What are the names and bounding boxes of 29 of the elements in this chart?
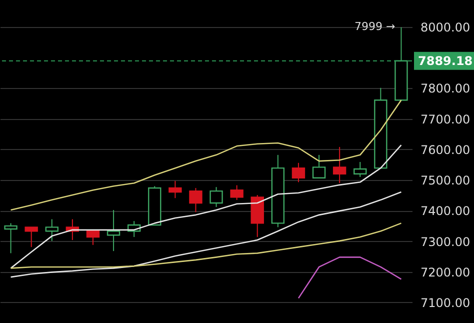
candlestick <box>24 226 38 248</box>
y-tick-label: 7400.00 <box>420 204 470 218</box>
y-tick-label: 7200.00 <box>420 265 470 280</box>
line-series <box>10 99 402 211</box>
ref-line-label: 7889.18 <box>418 54 473 68</box>
y-tick-label: 7800.00 <box>420 82 470 96</box>
annotation: 7999 → <box>354 20 396 33</box>
candlestick <box>210 186 223 208</box>
y-tick-label: 7100.00 <box>420 296 470 310</box>
candlestick <box>168 180 182 199</box>
candlestick <box>45 218 58 242</box>
y-tick-label: 7700.00 <box>420 112 470 126</box>
y-tick-label: 7600.00 <box>420 142 470 157</box>
candlestick <box>189 187 202 213</box>
candlestick <box>230 184 244 200</box>
line-series <box>10 144 402 269</box>
candlestick <box>4 222 18 254</box>
line-series <box>10 191 402 278</box>
candlestick <box>312 154 326 178</box>
y-tick-label: 7300.00 <box>420 234 470 249</box>
candlestick <box>106 210 120 252</box>
y-tick-label: 8000.00 <box>420 20 470 34</box>
candlestick <box>86 230 100 246</box>
candlestick <box>354 161 367 178</box>
line-series <box>10 222 402 269</box>
candlestick <box>332 146 346 184</box>
y-tick-label: 7500.00 <box>420 174 470 188</box>
candlestick <box>292 162 306 183</box>
line-series <box>298 256 402 299</box>
